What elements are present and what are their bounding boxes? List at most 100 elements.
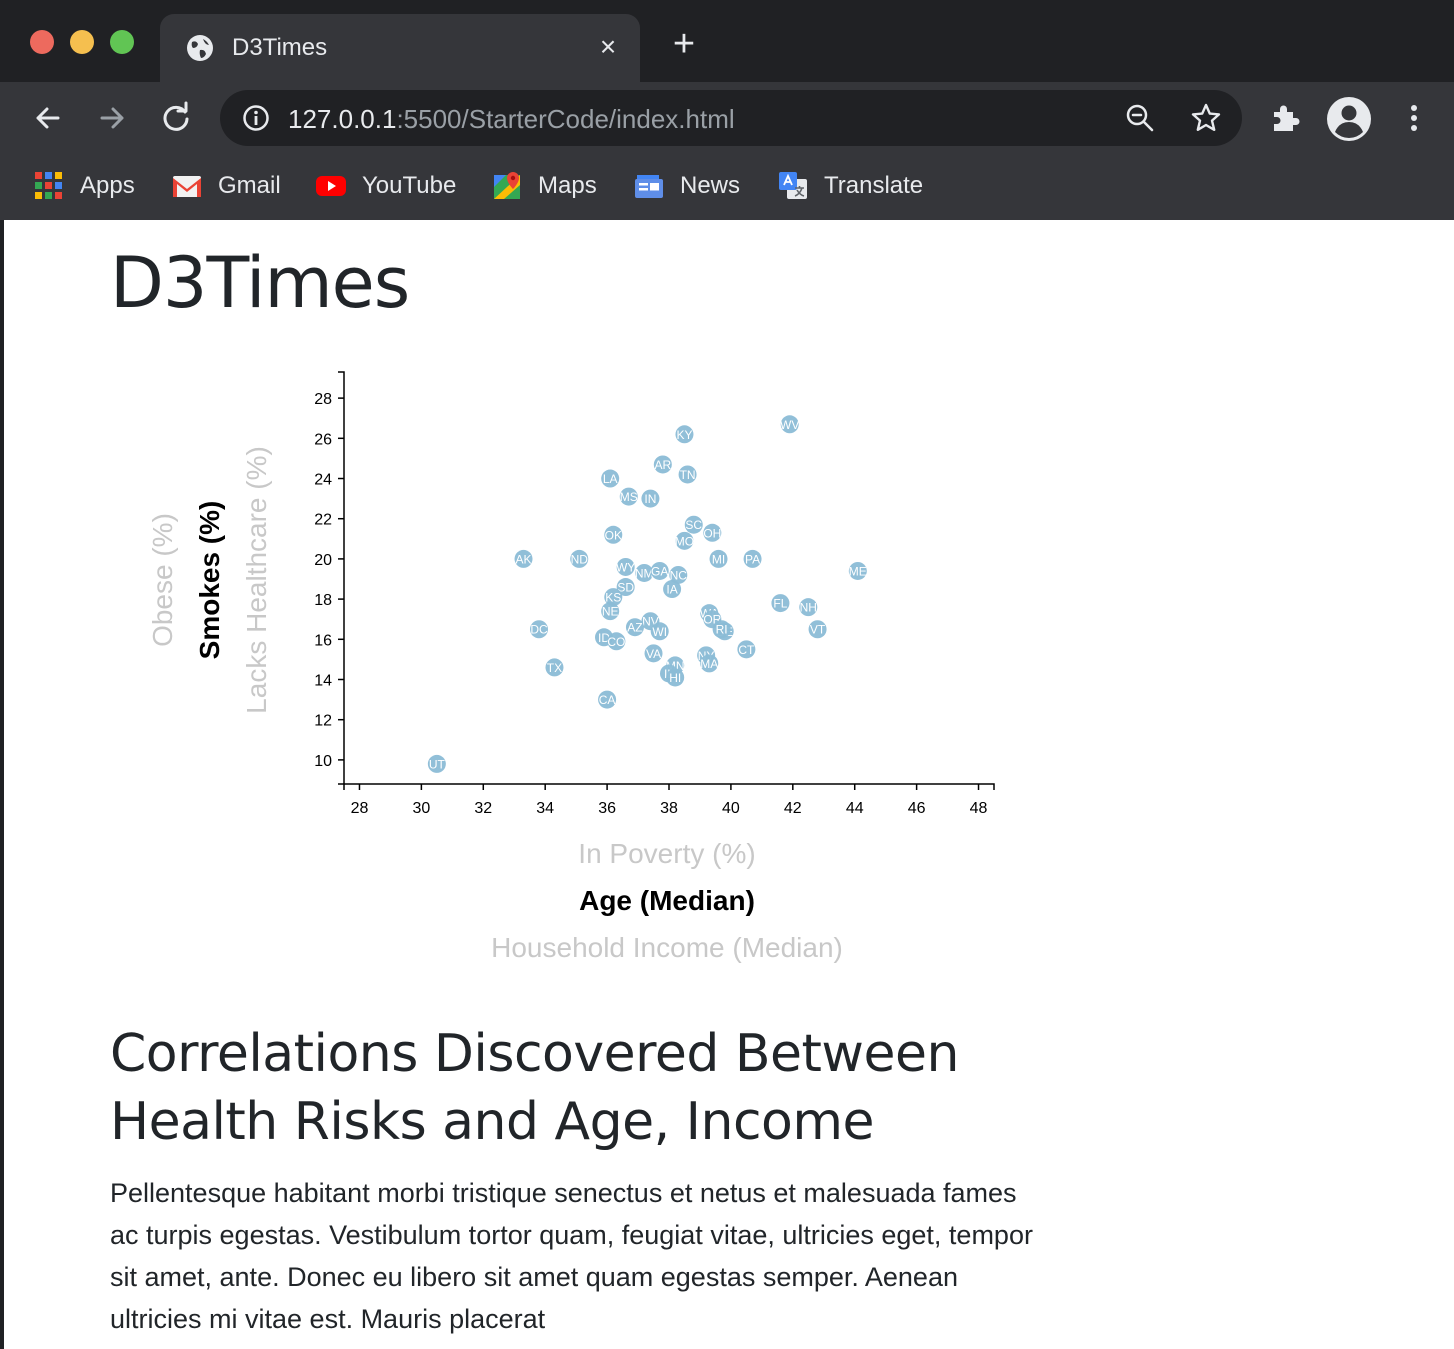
state-point[interactable]: TX [545, 658, 564, 677]
state-circle [616, 578, 635, 597]
state-abbr-label: OK [605, 528, 622, 542]
state-point[interactable]: KS [604, 588, 623, 607]
state-point[interactable]: VT [808, 620, 827, 639]
state-point[interactable]: GA [650, 561, 669, 580]
zoom-out-icon[interactable] [1124, 102, 1156, 134]
profile-avatar-icon[interactable] [1326, 96, 1372, 142]
bookmark-news[interactable]: News [634, 168, 740, 204]
x-axis-label-option[interactable]: Household Income (Median) [491, 932, 843, 963]
bookmark-gmail[interactable]: Gmail [172, 168, 281, 204]
state-point[interactable]: FL [771, 594, 790, 613]
state-point[interactable]: WY [616, 557, 635, 576]
state-circle [545, 658, 564, 677]
state-point[interactable]: IN [641, 489, 660, 508]
new-tab-button[interactable]: + [672, 23, 696, 65]
bookmark-label: Gmail [218, 172, 281, 199]
back-arrow-icon[interactable] [30, 100, 66, 136]
y-axis-label-option[interactable]: Smokes (%) [194, 501, 225, 660]
state-point[interactable]: CT [737, 640, 756, 659]
state-abbr-label: SD [617, 581, 634, 595]
site-info-icon[interactable] [242, 104, 270, 132]
state-point[interactable]: CA [598, 690, 617, 709]
state-circle [700, 654, 719, 673]
state-point[interactable]: CO [607, 632, 626, 651]
bookmark-translate[interactable]: Translate [778, 168, 923, 204]
extensions-puzzle-icon[interactable] [1268, 100, 1304, 136]
globe-icon [187, 35, 213, 61]
state-abbr-label: FL [773, 597, 787, 611]
state-abbr-label: AR [654, 458, 671, 472]
bookmark-maps[interactable]: Maps [492, 168, 597, 204]
state-abbr-label: WI [652, 625, 667, 639]
state-point[interactable]: NH [799, 598, 818, 617]
state-circle [675, 425, 694, 444]
tab-d3times[interactable]: D3Times × [160, 14, 640, 82]
close-tab-icon[interactable]: × [599, 31, 617, 62]
state-circle [644, 644, 663, 663]
state-point[interactable]: NC [669, 565, 688, 584]
news-icon [635, 175, 663, 198]
bookmark-apps[interactable]: Apps [34, 168, 135, 204]
x-axis-label-option[interactable]: In Poverty (%) [578, 838, 755, 869]
state-point[interactable]: ME [848, 561, 867, 580]
x-tick-label: 48 [970, 800, 988, 817]
state-point[interactable]: VA [644, 644, 663, 663]
state-point[interactable]: SC [684, 515, 703, 534]
state-point[interactable]: AZ [625, 618, 644, 637]
state-point[interactable]: LA [601, 469, 620, 488]
state-point[interactable]: MI [709, 549, 728, 568]
state-point[interactable]: UT [427, 754, 446, 773]
state-point[interactable]: NE [601, 602, 620, 621]
state-abbr-label: RI [716, 623, 728, 637]
x-axis-label-option[interactable]: Age (Median) [579, 885, 755, 916]
state-circle [601, 602, 620, 621]
bookmark-youtube[interactable]: YouTube [316, 168, 456, 204]
state-point[interactable]: KY [675, 425, 694, 444]
y-axis: 10 12 14 16 18 20 22 24 26 28 [314, 371, 345, 785]
close-window-button[interactable] [30, 30, 54, 54]
state-point[interactable]: OH [703, 523, 722, 542]
state-point[interactable]: IA [663, 580, 682, 599]
y-axis-label-option[interactable]: Obese (%) [147, 513, 178, 647]
state-point[interactable]: PA [743, 549, 762, 568]
state-point[interactable]: ND [570, 549, 589, 568]
x-tick-label: 32 [474, 800, 492, 817]
forward-arrow-icon[interactable] [94, 100, 130, 136]
state-point[interactable]: WI [650, 622, 669, 641]
state-point[interactable]: MS [619, 487, 638, 506]
address-bar[interactable]: 127.0.0.1:5500/StarterCode/index.html [220, 90, 1242, 146]
minimize-window-button[interactable] [70, 30, 94, 54]
maximize-window-button[interactable] [110, 30, 134, 54]
bookmark-star-icon[interactable] [1190, 102, 1222, 134]
state-point[interactable]: OK [604, 525, 623, 544]
state-abbr-label: SC [685, 518, 702, 532]
state-point[interactable]: HI [666, 668, 685, 687]
url-text[interactable]: 127.0.0.1:5500/StarterCode/index.html [288, 104, 735, 135]
state-point[interactable]: WV [780, 415, 799, 434]
state-point[interactable]: SD [616, 578, 635, 597]
y-axis-label-option[interactable]: Lacks Healthcare (%) [241, 446, 272, 714]
state-abbr-label: ND [571, 552, 589, 566]
browser-toolbar: 127.0.0.1:5500/StarterCode/index.html [0, 82, 1454, 154]
state-point[interactable]: MO [675, 531, 694, 550]
state-point[interactable]: NM [635, 563, 654, 582]
bookmarks-bar: Apps Gmail YouTube Maps News [0, 154, 1454, 220]
more-options-icon[interactable] [1396, 100, 1432, 136]
state-point[interactable]: AR [653, 455, 672, 474]
state-point[interactable]: DC [530, 620, 548, 639]
state-circle [780, 415, 799, 434]
state-point[interactable]: RI [712, 620, 731, 639]
x-axis: 28 30 32 34 36 38 40 42 44 46 48 [343, 783, 995, 817]
state-point[interactable]: TN [678, 465, 697, 484]
state-abbr-label: ME [849, 564, 867, 578]
state-abbr-label: MA [700, 657, 718, 671]
state-point[interactable]: MA [700, 654, 719, 673]
state-abbr-label: AZ [627, 621, 642, 635]
state-point[interactable]: AK [514, 549, 533, 568]
reload-icon[interactable] [158, 100, 194, 136]
state-abbr-label: CO [607, 635, 625, 649]
x-tick-label: 42 [784, 800, 802, 817]
state-abbr-label: TX [547, 661, 562, 675]
url-path: :5500/StarterCode/index.html [396, 104, 735, 134]
state-abbr-label: UT [429, 757, 446, 771]
